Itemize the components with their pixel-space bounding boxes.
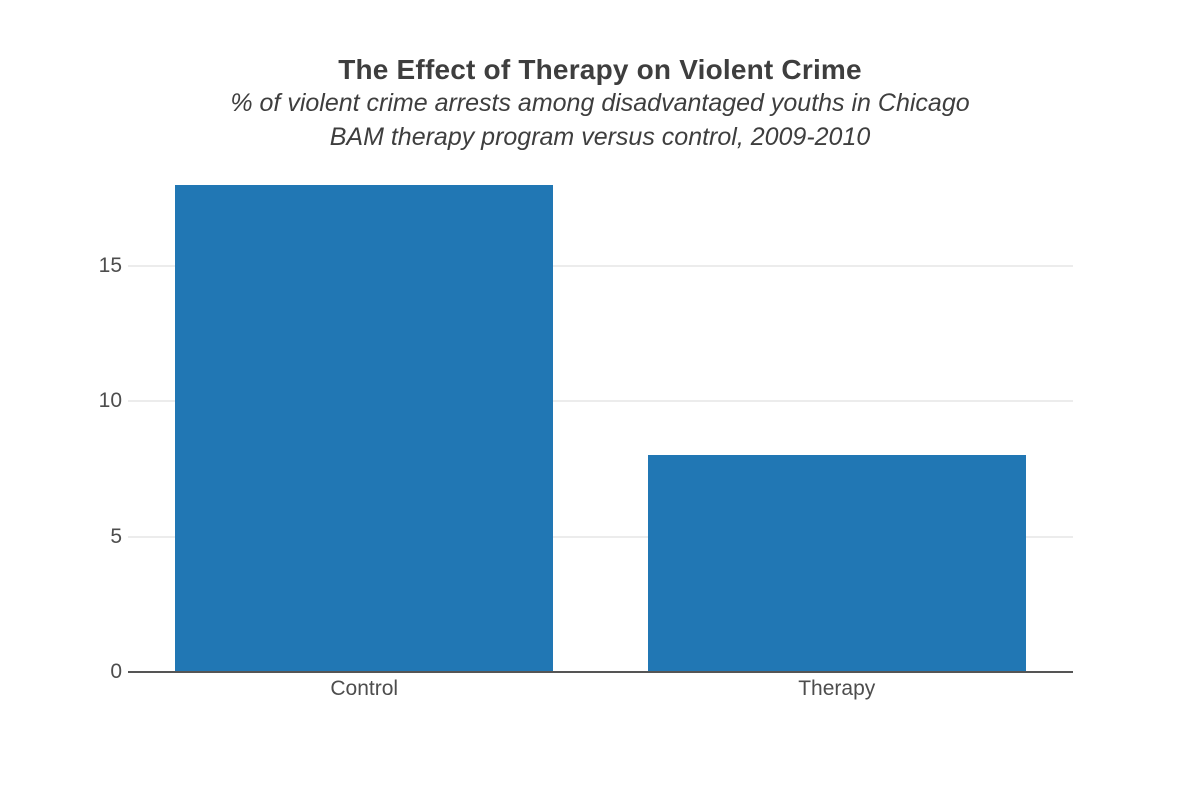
y-gridline <box>128 400 1073 403</box>
x-axis-line <box>128 671 1073 673</box>
y-gridline <box>128 265 1073 267</box>
x-tick-label-control: Control <box>330 677 399 700</box>
chart-title: The Effect of Therapy on Violent Crime <box>338 54 862 85</box>
bar-control <box>175 184 554 672</box>
x-tick-label-therapy: Therapy <box>798 677 876 700</box>
y-tick-label-5: 5 <box>110 524 122 548</box>
chart-subtitle-line-2: BAM therapy program versus control, 2009… <box>329 123 871 151</box>
chart-subtitle-line-1: % of violent crime arrests among disadva… <box>230 89 970 117</box>
y-gridline <box>128 535 1073 538</box>
y-tick-label-10: 10 <box>98 389 122 413</box>
y-tick-label-0: 0 <box>110 660 122 683</box>
bar-therapy <box>647 455 1026 672</box>
y-tick-label-15: 15 <box>98 254 122 277</box>
